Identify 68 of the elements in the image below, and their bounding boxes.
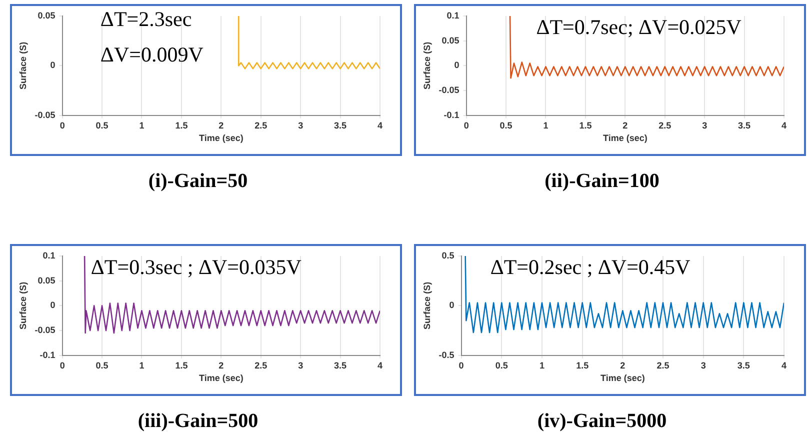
- annotation: ΔT=0.3sec ; ΔV=0.035V: [90, 255, 302, 280]
- x-tick-label: 3.5: [738, 120, 751, 130]
- x-tick-label: 0.5: [96, 120, 108, 130]
- x-tick-label: 3.5: [334, 360, 347, 370]
- y-tick-label: 0: [454, 60, 460, 70]
- y-tick-label: -0.05: [34, 110, 56, 120]
- x-axis-title: Time (sec): [600, 373, 645, 384]
- x-tick-label: 3: [298, 360, 304, 370]
- x-tick-label: 3: [702, 120, 708, 130]
- x-tick-label: 0: [464, 120, 469, 130]
- y-tick-label: 0: [50, 300, 56, 310]
- x-tick-label: 0.5: [495, 360, 508, 370]
- x-tick-label: 2: [218, 120, 224, 130]
- y-tick-label: -0.5: [438, 350, 454, 360]
- x-tick-label: 2.5: [656, 360, 670, 370]
- y-tick-label: -0.05: [34, 325, 56, 336]
- y-tick-label: 0.05: [38, 275, 56, 286]
- y-axis-title: Surface (S): [422, 282, 432, 330]
- y-tick-label: 0.5: [442, 250, 454, 260]
- x-tick-label: 3: [298, 120, 304, 130]
- y-tick-label: 0.05: [38, 10, 56, 20]
- y-tick-label: 0.1: [42, 250, 56, 260]
- y-tick-label: -0.05: [438, 85, 460, 96]
- x-tick-label: 1: [543, 120, 548, 130]
- y-axis-title: Surface (S): [18, 282, 28, 330]
- x-tick-label: 2: [620, 360, 626, 370]
- x-tick-label: 0: [60, 120, 65, 130]
- x-tick-label: 4: [377, 120, 383, 130]
- text: (iv)-Gain=5000: [537, 410, 667, 432]
- x-tick-label: 1.5: [579, 120, 592, 130]
- x-tick-label: 0: [60, 360, 65, 370]
- x-tick-label: 4: [781, 360, 787, 370]
- x-tick-label: 3.5: [334, 120, 347, 130]
- y-axis-title: Surface (S): [18, 42, 28, 90]
- y-tick-label: 0: [449, 300, 454, 310]
- annotation: ΔT=0.2sec ; ΔV=0.45V: [490, 255, 690, 280]
- x-tick-label: 1.5: [175, 120, 188, 130]
- y-tick-label: 0.05: [442, 35, 460, 46]
- y-tick-label: -0.1: [444, 110, 460, 120]
- y-tick-label: -0.1: [40, 350, 56, 360]
- x-tick-label: 0.5: [96, 360, 108, 370]
- x-tick-label: 1: [539, 360, 544, 370]
- text: (i)-Gain=50: [148, 170, 248, 192]
- x-axis-title: Time (sec): [602, 133, 648, 144]
- x-tick-label: 2.5: [254, 360, 268, 370]
- x-tick-label: 2: [622, 120, 628, 130]
- x-tick-label: 2.5: [658, 120, 672, 130]
- text: (iii)-Gain=500: [138, 410, 258, 432]
- x-axis-title: Time (sec): [198, 133, 244, 144]
- text: (ii)-Gain=100: [544, 170, 660, 192]
- x-tick-label: 3: [700, 360, 706, 370]
- y-tick-label: 0.1: [446, 10, 460, 20]
- annotation: ΔT=0.7sec; ΔV=0.025V: [536, 15, 742, 40]
- x-tick-label: 2: [218, 360, 224, 370]
- x-tick-label: 4: [781, 120, 787, 130]
- x-tick-label: 0.5: [500, 120, 512, 130]
- y-tick-label: 0: [50, 60, 56, 70]
- annotation: ΔV=0.009V: [100, 42, 204, 67]
- y-axis-title: Surface (S): [422, 42, 432, 90]
- x-tick-label: 4: [377, 360, 383, 370]
- x-tick-label: 3.5: [737, 360, 750, 370]
- x-tick-label: 2.5: [254, 120, 268, 130]
- x-tick-label: 1.5: [175, 360, 188, 370]
- x-tick-label: 1: [139, 360, 144, 370]
- x-tick-label: 1.5: [576, 360, 589, 370]
- x-axis-title: Time (sec): [198, 373, 244, 384]
- x-tick-label: 1: [139, 120, 144, 130]
- annotation: ΔT=2.3sec: [100, 7, 192, 32]
